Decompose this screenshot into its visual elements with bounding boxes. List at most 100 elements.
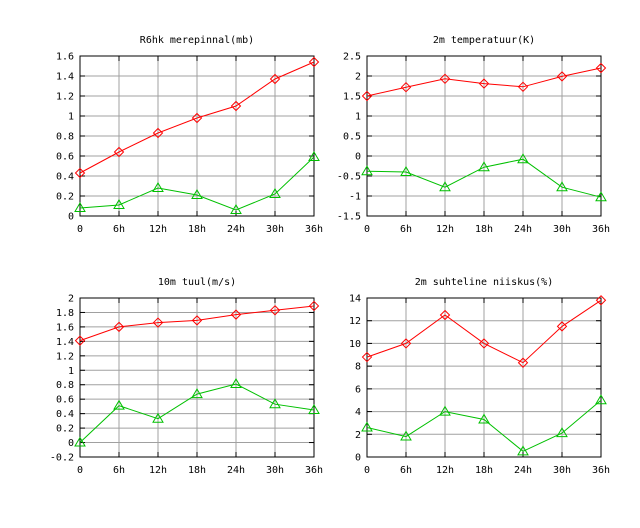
- y-tick-label: 0: [355, 453, 361, 464]
- x-tick-label: 36h: [592, 465, 610, 476]
- y-tick-label: 1.5: [343, 92, 361, 103]
- data-point-diamond: [439, 309, 451, 321]
- y-tick-label: 1.8: [56, 308, 74, 319]
- plot-frame: [79, 297, 315, 458]
- data-point-triangle: [74, 202, 86, 212]
- y-tick-label: 0.6: [56, 395, 74, 406]
- y-tick-label: -1: [349, 192, 361, 203]
- chart-title: 2m suhteline niiskus(%): [415, 277, 553, 288]
- chart-panel-4: 2m suhteline niiskus(%) 0 2 4 6 8 10 12 14 0 6h 12h…: [349, 277, 610, 476]
- data-point-triangle: [74, 436, 86, 447]
- plot-frame: [366, 55, 602, 217]
- data-point-diamond: [113, 146, 125, 158]
- y-tick-label: 1: [68, 366, 74, 377]
- y-tick-label: 1.6: [56, 52, 74, 63]
- y-tick-label: -0.2: [50, 453, 74, 464]
- data-point-triangle: [308, 151, 320, 161]
- data-point-diamond: [478, 338, 490, 349]
- data-point-diamond: [361, 351, 373, 363]
- data-point-triangle: [361, 421, 373, 432]
- y-tick-label: 8: [355, 362, 361, 373]
- x-tick-label: 24h: [227, 224, 245, 235]
- data-point-triangle: [230, 204, 242, 214]
- data-point-triangle: [113, 399, 125, 410]
- data-point-diamond: [191, 112, 203, 124]
- data-point-diamond: [556, 71, 568, 82]
- data-point-triangle: [269, 188, 281, 198]
- x-tick-label: 6h: [113, 224, 125, 235]
- y-tick-label: 1: [355, 112, 361, 123]
- data-point-triangle: [439, 181, 451, 192]
- y-tick-label: 0: [355, 152, 361, 163]
- y-tick-label: 1.4: [56, 72, 74, 83]
- series-1-line: [79, 61, 315, 174]
- data-point-diamond: [595, 295, 607, 306]
- data-point-triangle: [361, 165, 373, 176]
- y-tick-label: 0.6: [56, 152, 74, 163]
- data-point-triangle: [478, 413, 490, 424]
- y-tick-label: 2: [68, 294, 74, 305]
- series-1-line: [366, 67, 602, 97]
- data-point-diamond: [478, 78, 490, 89]
- data-point-diamond: [269, 73, 281, 85]
- data-point-triangle: [152, 412, 164, 423]
- data-point-diamond: [230, 100, 242, 112]
- series-2-line: [79, 383, 315, 443]
- x-tick-label: 0: [77, 465, 83, 476]
- y-tick-label: 14: [349, 294, 361, 305]
- x-tick-label: 0: [364, 224, 370, 235]
- data-point-diamond: [191, 315, 203, 326]
- data-point-diamond: [517, 81, 529, 93]
- x-tick-label: 36h: [305, 224, 323, 235]
- data-point-diamond: [517, 357, 529, 368]
- y-tick-label: 0.5: [343, 132, 361, 143]
- y-tick-label: -1.5: [337, 212, 361, 223]
- data-point-triangle: [439, 405, 451, 416]
- chart-title: 10m tuul(m/s): [158, 277, 236, 288]
- data-point-triangle: [517, 445, 529, 456]
- data-point-diamond: [595, 62, 607, 74]
- y-tick-label: 0.8: [56, 132, 74, 143]
- y-tick-label: 0: [68, 212, 74, 223]
- x-tick-label: 36h: [592, 224, 610, 235]
- x-tick-label: 36h: [305, 465, 323, 476]
- y-tick-label: 0.8: [56, 380, 74, 391]
- data-point-triangle: [400, 166, 412, 176]
- data-point-triangle: [478, 161, 490, 172]
- x-tick-label: 24h: [514, 224, 532, 235]
- data-point-triangle: [191, 189, 203, 199]
- x-tick-label: 6h: [113, 465, 125, 476]
- data-point-diamond: [308, 300, 320, 312]
- chart-panel-2: 2m temperatuur(K) -1.5 -1 -0.5 0 0.5 1 1.5 2 2.5 0…: [337, 35, 610, 235]
- x-tick-label: 24h: [227, 465, 245, 476]
- y-tick-label: 2: [355, 430, 361, 441]
- y-tick-label: 4: [355, 407, 361, 418]
- y-tick-label: 2: [355, 72, 361, 83]
- y-tick-label: 0.2: [56, 424, 74, 435]
- x-tick-label: 30h: [266, 465, 284, 476]
- x-tick-label: 30h: [553, 465, 571, 476]
- data-point-triangle: [595, 394, 607, 405]
- data-point-diamond: [152, 127, 164, 139]
- y-tick-label: 1.4: [56, 337, 74, 348]
- plot-frame: [79, 55, 315, 217]
- data-point-triangle: [191, 388, 203, 399]
- data-point-triangle: [400, 430, 412, 441]
- x-tick-label: 12h: [149, 465, 167, 476]
- x-tick-label: 18h: [475, 465, 493, 476]
- series-1-line: [366, 299, 602, 364]
- x-tick-label: 18h: [188, 224, 206, 235]
- data-point-diamond: [308, 56, 320, 68]
- y-tick-label: 10: [349, 339, 361, 350]
- data-point-diamond: [439, 73, 451, 85]
- series-2-line: [366, 399, 602, 452]
- y-tick-label: 12: [349, 316, 361, 327]
- x-tick-label: 12h: [149, 224, 167, 235]
- chart-title: R6hk merepinnal(mb): [140, 35, 254, 46]
- series-1-line: [79, 305, 315, 342]
- x-tick-label: 6h: [400, 465, 412, 476]
- data-point-diamond: [74, 335, 86, 346]
- y-tick-label: 6: [355, 384, 361, 395]
- chart-title: 2m temperatuur(K): [433, 35, 535, 46]
